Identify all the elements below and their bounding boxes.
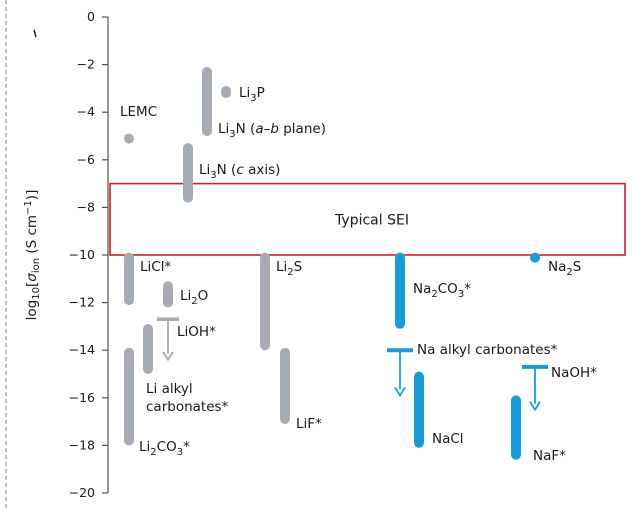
y-tick-label: 0 [87,9,95,24]
series-label-lioh: LiOH* [177,324,216,340]
range-bar-li2co3 [124,347,134,446]
y-ticks: 0 −2 −4 −6 −8 −10 −12 −14 −16 −18 −20 [69,9,108,500]
series-label-na_alkyl: Na alkyl carbonates* [417,342,558,358]
range-bar-na2s [530,252,540,263]
limit-arrow-head-na_alkyl [394,386,406,398]
y-tick-label: −20 [69,485,95,500]
series-label-lemc: LEMC [120,104,157,120]
y-tick-label: −14 [69,342,95,357]
y-tick-label: −12 [69,295,95,310]
range-bar-li3n_ab [202,66,212,136]
range-bar-li2s [260,252,270,351]
y-tick-label: −10 [69,247,95,262]
y-tick-label: −8 [77,199,95,214]
limit-arrow-head-naoh [529,401,541,412]
range-bar-li2o [163,281,173,308]
range-bar-lemc [124,133,134,144]
range-bar-na2co3 [395,252,405,329]
y-axis-label: log10[σion (S cm−1)] [23,190,42,321]
series-label-li2s: Li2S [276,259,302,278]
series-label-naf: NaF* [533,448,566,464]
series-label-li3n_ab: Li3N (a–b plane) [218,121,326,140]
chart-marks [124,66,548,460]
series-label-na2co3: Na2CO3* [413,281,471,300]
series-label-li3n_c: Li3N (c axis) [199,162,280,181]
chart-labels: LEMC Li3P Li3N (a–b plane) Li3N (c axis) LiC… [120,85,597,464]
series-label-naoh: NaOH* [551,365,597,381]
series-label-li2co3: Li2CO3* [139,439,190,458]
y-tick-label: −2 [77,57,95,72]
y-tick-label: −6 [77,152,95,167]
corner-mark [33,29,37,38]
series-label-licl: LiCl* [140,259,171,275]
range-bar-li3n_c [183,143,193,203]
limit-arrow-head-lioh [162,351,174,362]
y-tick-label: −18 [69,437,95,452]
range-bar-li_alkyl [143,324,153,374]
series-label-nacl: NaCl [432,431,464,447]
range-bar-lif [280,347,290,424]
range-bar-li3p [221,86,231,98]
series-label-li-alkyl-line2: carbonates* [146,399,229,415]
y-tick-label: −16 [69,390,95,405]
series-label-lif: LiF* [296,416,322,432]
series-label-na2s: Na2S [548,259,581,278]
typical-sei-label: Typical SEI [334,212,409,228]
series-label-li-alkyl-line1: Li alkyl [146,381,193,397]
typical-sei-band [109,182,626,256]
range-bar-nacl [414,371,424,448]
range-bar-licl [124,252,134,305]
range-bar-naf [511,395,521,460]
series-label-li3p: Li3P [239,85,265,104]
series-label-li2o: Li2O [180,288,208,307]
y-tick-label: −4 [77,104,95,119]
